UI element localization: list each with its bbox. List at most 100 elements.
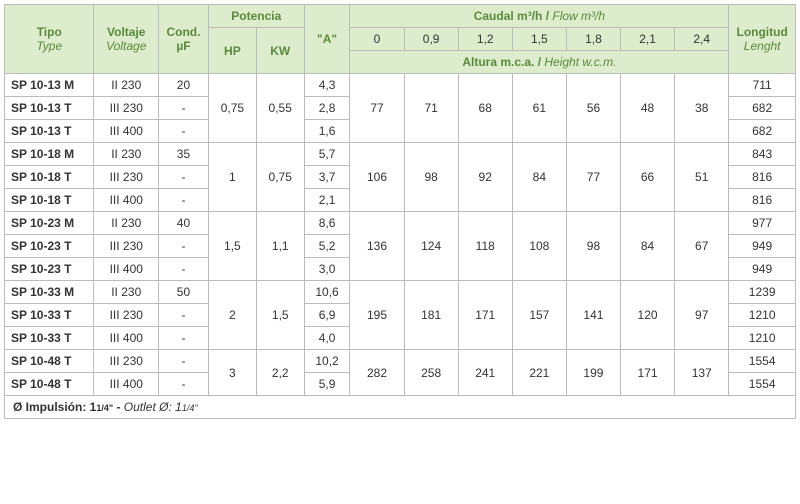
cell-kw: 2,2 xyxy=(256,350,304,396)
cell-longitud: 1554 xyxy=(729,373,796,396)
cell-voltaje: III 230 xyxy=(94,350,159,373)
hdr-tipo: Tipo Type xyxy=(5,5,94,74)
pump-spec-table: Tipo Type Voltaje Voltage Cond. µF Poten… xyxy=(4,4,796,419)
hdr-flow-0: 0 xyxy=(350,28,404,51)
cell-height: 241 xyxy=(458,350,512,396)
cell-tipo: SP 10-13 T xyxy=(5,97,94,120)
cell-height: 171 xyxy=(621,350,675,396)
hdr-flow-4: 1,8 xyxy=(566,28,620,51)
cell-longitud: 816 xyxy=(729,166,796,189)
cell-tipo: SP 10-33 T xyxy=(5,327,94,350)
cell-tipo: SP 10-23 T xyxy=(5,235,94,258)
cell-a: 4,3 xyxy=(304,74,350,97)
cell-cond: - xyxy=(159,350,209,373)
hdr-a: "A" xyxy=(304,5,350,74)
cell-cond: - xyxy=(159,327,209,350)
table-row: SP 10-23 MII 230401,51,18,61361241181089… xyxy=(5,212,796,235)
cell-cond: - xyxy=(159,166,209,189)
cell-longitud: 977 xyxy=(729,212,796,235)
cell-longitud: 949 xyxy=(729,235,796,258)
cell-voltaje: III 400 xyxy=(94,373,159,396)
cell-a: 5,9 xyxy=(304,373,350,396)
cell-a: 5,7 xyxy=(304,143,350,166)
cell-tipo: SP 10-13 M xyxy=(5,74,94,97)
cell-a: 4,0 xyxy=(304,327,350,350)
cell-longitud: 843 xyxy=(729,143,796,166)
cell-voltaje: III 400 xyxy=(94,120,159,143)
cell-cond: - xyxy=(159,189,209,212)
hdr-flow-5: 2,1 xyxy=(621,28,675,51)
cell-cond: - xyxy=(159,235,209,258)
cell-a: 3,7 xyxy=(304,166,350,189)
cell-kw: 1,5 xyxy=(256,281,304,350)
cell-tipo: SP 10-48 T xyxy=(5,350,94,373)
cell-a: 2,1 xyxy=(304,189,350,212)
cell-voltaje: II 230 xyxy=(94,74,159,97)
cell-height: 282 xyxy=(350,350,404,396)
cell-a: 1,6 xyxy=(304,120,350,143)
cell-height: 136 xyxy=(350,212,404,281)
cell-voltaje: III 400 xyxy=(94,258,159,281)
cell-height: 66 xyxy=(621,143,675,212)
cell-voltaje: III 400 xyxy=(94,327,159,350)
cell-height: 124 xyxy=(404,212,458,281)
hdr-voltaje: Voltaje Voltage xyxy=(94,5,159,74)
cell-height: 221 xyxy=(512,350,566,396)
cell-longitud: 682 xyxy=(729,97,796,120)
cell-hp: 1 xyxy=(208,143,256,212)
cell-height: 181 xyxy=(404,281,458,350)
cell-a: 8,6 xyxy=(304,212,350,235)
cell-kw: 1,1 xyxy=(256,212,304,281)
cell-height: 106 xyxy=(350,143,404,212)
cell-cond: 35 xyxy=(159,143,209,166)
hdr-longitud: Longitud Lenght xyxy=(729,5,796,74)
cell-kw: 0,75 xyxy=(256,143,304,212)
cell-longitud: 1239 xyxy=(729,281,796,304)
cell-height: 171 xyxy=(458,281,512,350)
cell-cond: - xyxy=(159,258,209,281)
table-row: SP 10-48 TIII 230-32,210,228225824122119… xyxy=(5,350,796,373)
cell-cond: - xyxy=(159,97,209,120)
cell-tipo: SP 10-23 M xyxy=(5,212,94,235)
cell-tipo: SP 10-13 T xyxy=(5,120,94,143)
footer-row: Ø Impulsión: 11/4" - Outlet Ø: 11/4" xyxy=(5,396,796,419)
cell-height: 77 xyxy=(350,74,404,143)
cell-voltaje: III 230 xyxy=(94,304,159,327)
cell-a: 10,6 xyxy=(304,281,350,304)
cell-height: 56 xyxy=(566,74,620,143)
hdr-potencia: Potencia xyxy=(208,5,304,28)
cell-height: 61 xyxy=(512,74,566,143)
cell-longitud: 1554 xyxy=(729,350,796,373)
cell-a: 3,0 xyxy=(304,258,350,281)
cell-voltaje: III 230 xyxy=(94,97,159,120)
cell-height: 120 xyxy=(621,281,675,350)
hdr-flow-1: 0,9 xyxy=(404,28,458,51)
cell-height: 51 xyxy=(675,143,729,212)
cell-hp: 1,5 xyxy=(208,212,256,281)
cell-height: 67 xyxy=(675,212,729,281)
cell-hp: 2 xyxy=(208,281,256,350)
cell-voltaje: III 230 xyxy=(94,235,159,258)
cell-cond: 20 xyxy=(159,74,209,97)
cell-longitud: 711 xyxy=(729,74,796,97)
cell-height: 97 xyxy=(675,281,729,350)
cell-longitud: 682 xyxy=(729,120,796,143)
cell-voltaje: III 230 xyxy=(94,166,159,189)
cell-height: 137 xyxy=(675,350,729,396)
cell-cond: - xyxy=(159,304,209,327)
cell-height: 92 xyxy=(458,143,512,212)
hdr-cond: Cond. µF xyxy=(159,5,209,74)
hdr-flow-2: 1,2 xyxy=(458,28,512,51)
cell-voltaje: II 230 xyxy=(94,143,159,166)
cell-height: 84 xyxy=(621,212,675,281)
cell-height: 258 xyxy=(404,350,458,396)
cell-longitud: 816 xyxy=(729,189,796,212)
footer-cell: Ø Impulsión: 11/4" - Outlet Ø: 11/4" xyxy=(5,396,796,419)
cell-longitud: 1210 xyxy=(729,304,796,327)
cell-height: 98 xyxy=(566,212,620,281)
cell-voltaje: II 230 xyxy=(94,281,159,304)
table-row: SP 10-13 MII 230200,750,554,377716861564… xyxy=(5,74,796,97)
cell-cond: 50 xyxy=(159,281,209,304)
table-header: Tipo Type Voltaje Voltage Cond. µF Poten… xyxy=(5,5,796,74)
cell-hp: 3 xyxy=(208,350,256,396)
